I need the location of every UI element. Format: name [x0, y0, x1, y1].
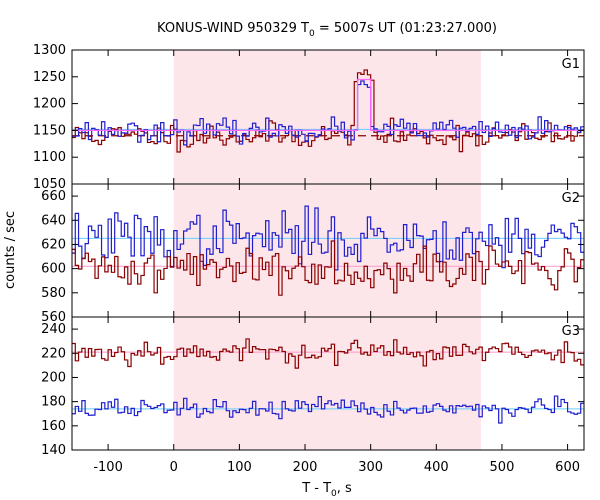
series-G1-1 [72, 80, 584, 146]
y-axis-label: counts / sec [3, 211, 18, 289]
y-tick-label-G1-0: 1050 [33, 177, 66, 192]
chart-title: KONUS-WIND 950329 T0 = 5007s UT (01:23:2… [157, 21, 497, 39]
y-tick-label-G3-4: 220 [41, 346, 66, 361]
xlabel-sub: 0 [331, 489, 337, 499]
panel-G1: 1050 1100 1150 1200 1250 1300 G1 [33, 43, 585, 192]
title-sub: 0 [309, 29, 315, 39]
y-tick-label-G1-2: 1150 [33, 123, 66, 138]
y-tick-label-G2-4: 640 [41, 213, 66, 228]
panel-label-G2: G2 [562, 191, 580, 206]
xlabel-pre: T - T [301, 481, 331, 496]
y-tick-label-G2-0: 560 [41, 310, 66, 325]
x-tick-label-0: -100 [93, 460, 123, 475]
y-tick-label-G2-2: 600 [41, 262, 66, 277]
x-tick-label-3: 200 [293, 460, 318, 475]
series-G3-0 [72, 338, 584, 369]
x-tick-label-1: 0 [170, 460, 178, 475]
y-tick-label-G3-1: 160 [41, 419, 66, 434]
x-axis: -100 0 100 200 300 400 500 600 [93, 460, 580, 475]
xlabel-post: , s [337, 481, 352, 496]
y-tick-label-G1-1: 1100 [33, 150, 66, 165]
x-tick-label-7: 600 [555, 460, 580, 475]
y-tick-label-G2-5: 660 [41, 189, 66, 204]
series-G3-1 [72, 395, 584, 424]
y-tick-label-G3-3: 200 [41, 370, 66, 385]
x-tick-label-6: 500 [490, 460, 515, 475]
y-tick-label-G1-4: 1250 [33, 70, 66, 85]
y-tick-label-G3-0: 140 [41, 443, 66, 458]
title-pre: KONUS-WIND 950329 T [157, 21, 309, 36]
x-tick-label-2: 100 [227, 460, 252, 475]
y-tick-label-G1-3: 1200 [33, 97, 66, 112]
title-post: = 5007s UT (01:23:27.000) [315, 21, 497, 36]
y-tick-label-G2-1: 580 [41, 286, 66, 301]
shaded-interval-G2 [173, 184, 481, 317]
y-tick-label-G3-5: 240 [41, 322, 66, 337]
panel-label-G3: G3 [562, 324, 580, 339]
series-G1-2 [72, 78, 584, 131]
panel-frame-G3 [71, 316, 585, 451]
y-tick-label-G2-3: 620 [41, 237, 66, 252]
x-axis-label: T - T0, s [301, 481, 352, 499]
series-G2-1 [72, 240, 584, 296]
y-tick-label-G1-5: 1300 [33, 43, 66, 58]
panel-G2: 560 580 600 620 640 660 G2 [41, 183, 585, 325]
panels-group: 1050 1100 1150 1200 1250 1300 G1 560 580 600 620 64… [33, 43, 585, 458]
x-tick-label-4: 300 [358, 460, 383, 475]
shaded-interval-G1 [173, 50, 481, 184]
panel-G3: 140 160 180 200 220 240 G3 [41, 316, 585, 458]
x-tick-label-5: 400 [424, 460, 449, 475]
shaded-interval-G3 [173, 317, 481, 450]
series-G2-0 [72, 205, 584, 271]
panel-label-G1: G1 [562, 57, 580, 72]
y-tick-label-G3-2: 180 [41, 395, 66, 410]
